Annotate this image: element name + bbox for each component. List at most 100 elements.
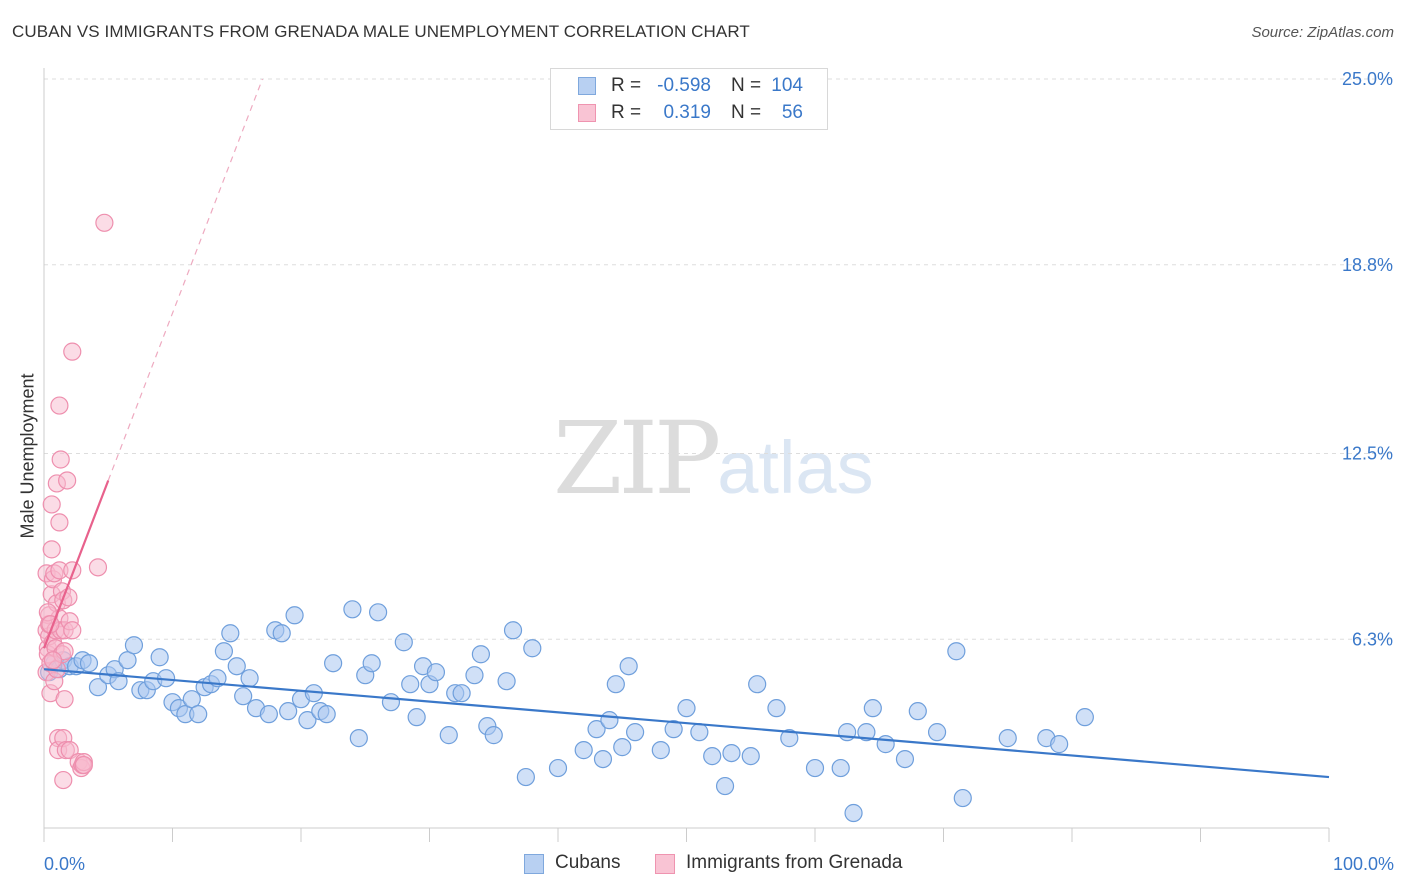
cubans-point: [664, 720, 683, 739]
axes: [43, 68, 1330, 842]
cubans-point: [953, 788, 972, 808]
cubans-point: [876, 735, 895, 754]
cubans-point: [182, 690, 201, 709]
cubans-point: [523, 639, 542, 658]
y-tick-label: 12.5%: [1342, 444, 1393, 464]
cubans-point: [947, 642, 966, 661]
grenada-trend-extension: [107, 78, 264, 481]
bottom-legend-label-cubans: Cubans: [555, 852, 621, 873]
cubans-point: [722, 743, 741, 763]
cubans-point: [857, 723, 876, 742]
legend-r-value: 0.319: [663, 102, 711, 123]
cubans-point: [214, 642, 233, 661]
cubans-point: [613, 738, 632, 757]
cubans-point: [279, 702, 298, 721]
grenada-point: [74, 755, 93, 775]
cubans-point: [465, 666, 484, 685]
grenada-point: [50, 396, 69, 415]
cubans-point: [741, 746, 760, 766]
cubans-point: [600, 711, 619, 730]
grenada-point: [95, 213, 114, 232]
cubans-point: [574, 741, 593, 760]
cubans-point: [844, 803, 863, 823]
cubans-point: [189, 705, 208, 724]
cubans-point: [317, 705, 336, 724]
grenada-point: [63, 342, 82, 361]
cubans-point: [805, 758, 825, 778]
trend-lines: [42, 78, 1330, 779]
cubans-point: [118, 651, 137, 670]
cubans-point: [651, 741, 670, 760]
cubans-point: [998, 729, 1017, 748]
cubans-point: [690, 723, 709, 742]
cubans-point: [863, 699, 882, 718]
cubans-point: [1050, 735, 1069, 754]
grenada-point: [55, 690, 74, 709]
cubans-point: [394, 633, 413, 652]
legend-n-value: 56: [781, 102, 803, 123]
cubans-point: [234, 687, 253, 706]
legend-n-value: 104: [771, 75, 803, 96]
cubans-point: [285, 606, 304, 625]
cubans-point: [227, 657, 246, 676]
cubans-point: [407, 708, 426, 727]
grenada-points: [37, 213, 114, 790]
y-tick-label: 6.3%: [1352, 629, 1393, 649]
cubans-point: [362, 654, 381, 673]
cubans-trend-line: [43, 668, 1330, 779]
cubans-point: [625, 723, 645, 742]
cubans-point: [240, 669, 259, 688]
cubans-point: [452, 684, 471, 703]
cubans-point: [677, 699, 696, 718]
cubans-point: [831, 758, 850, 778]
legend-swatch-cubans: [578, 77, 596, 95]
cubans-point: [516, 767, 535, 787]
cubans-point: [471, 645, 490, 664]
legend-n-label: N =: [731, 102, 762, 123]
cubans-point: [1075, 708, 1094, 727]
cubans-point: [150, 648, 169, 667]
cubans-point: [79, 654, 99, 673]
cubans-point: [343, 600, 362, 619]
grenada-point: [63, 621, 82, 640]
grenada-point: [51, 450, 70, 469]
legend-r-value: -0.598: [657, 75, 711, 96]
cubans-point: [401, 675, 420, 694]
tick-labels: 6.3% 12.5% 18.8% 25.0% 0.0% 100.0%: [44, 69, 1394, 874]
gridlines: [44, 78, 1394, 640]
grenada-point: [88, 558, 108, 577]
bottom-legend-swatch-grenada: [655, 854, 675, 874]
grenada-point: [42, 540, 61, 559]
legend-swatch-grenada: [578, 104, 596, 122]
grenada-trend-line: [42, 480, 110, 649]
cubans-point: [439, 726, 458, 745]
legend-row-grenada: R = 0.319 N = 56: [551, 100, 827, 126]
cubans-point: [497, 672, 516, 691]
cubans-point: [503, 621, 523, 640]
cubans-point: [221, 624, 240, 643]
cubans-point: [780, 729, 799, 748]
grenada-point: [58, 471, 77, 490]
y-tick-label: 25.0%: [1342, 69, 1393, 89]
cubans-point: [619, 657, 638, 676]
grenada-point: [42, 495, 61, 514]
cubans-point: [369, 603, 388, 622]
cubans-point: [324, 654, 343, 673]
cubans-point: [908, 702, 927, 721]
cubans-point: [381, 693, 401, 712]
x-tick-label-max: 100.0%: [1333, 854, 1394, 874]
cubans-point: [715, 776, 735, 796]
cubans-point: [124, 636, 144, 655]
watermark-zip: ZIP: [553, 400, 721, 517]
cubans-point: [927, 723, 947, 742]
cubans-point: [88, 678, 108, 697]
watermark: ZIPatlas: [553, 400, 874, 517]
legend-row-cubans: R = -0.598 N = 104: [551, 73, 827, 99]
cubans-point: [349, 729, 368, 748]
cubans-point: [484, 726, 503, 745]
cubans-point: [767, 699, 786, 718]
grenada-point: [54, 770, 73, 790]
bottom-legend-swatch-cubans: [524, 854, 544, 874]
correlation-legend: R = -0.598 N = 104 R = 0.319 N = 56: [550, 68, 828, 130]
